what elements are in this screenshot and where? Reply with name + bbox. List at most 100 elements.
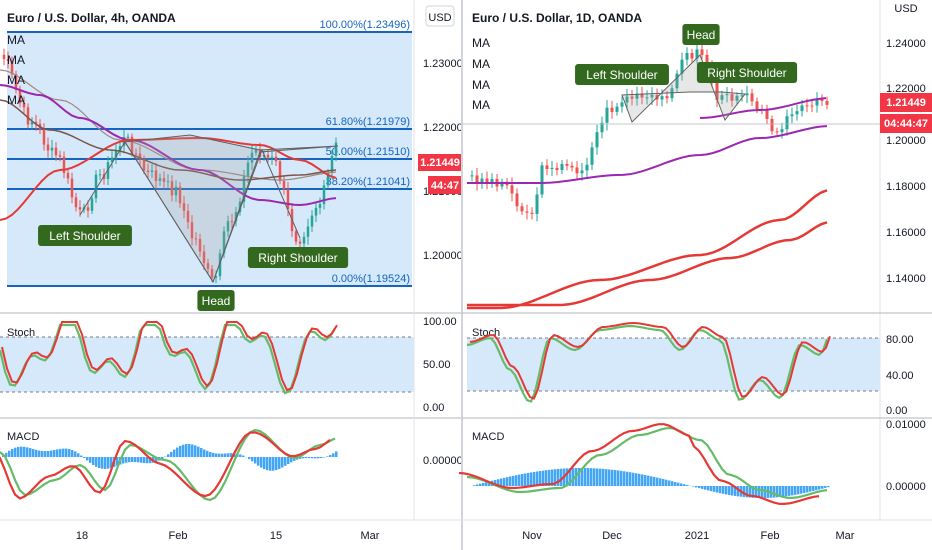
macd-bar	[647, 475, 650, 486]
candle-body	[246, 162, 250, 177]
macd-bar	[311, 457, 314, 459]
macd-bar	[710, 486, 713, 492]
candle-body	[750, 93, 754, 102]
candle-body	[218, 253, 222, 277]
ma-label[interactable]: MA	[7, 93, 25, 107]
candle-body	[785, 116, 789, 130]
price-tick: 1.24000	[886, 38, 926, 50]
macd-bar	[155, 457, 158, 462]
price-tick: 1.18000	[886, 181, 926, 193]
candle-body	[475, 175, 479, 184]
macd-bar	[704, 486, 707, 490]
ma-label[interactable]: MA	[7, 53, 25, 67]
stoch-tick: 40.00	[886, 370, 914, 382]
candle-body	[600, 122, 604, 133]
candle-body	[755, 101, 759, 110]
currency-button[interactable]	[425, 5, 455, 27]
macd-title[interactable]: MACD	[7, 431, 39, 443]
macd-bar	[5, 452, 8, 457]
candle-body	[800, 105, 804, 112]
candle-body	[6, 59, 10, 62]
stoch-tick: 0.00	[886, 405, 907, 417]
macd-bar	[782, 486, 785, 497]
macd-bar	[533, 471, 536, 486]
macd-bar	[818, 486, 821, 490]
ma-label[interactable]: MA	[7, 73, 25, 87]
candle-body	[94, 174, 98, 199]
macd-bar	[758, 486, 761, 498]
macd-bar	[671, 481, 674, 486]
macd-bar	[521, 474, 524, 486]
macd-bar	[275, 457, 278, 471]
ma-label[interactable]: MA	[472, 78, 490, 92]
macd-bar	[251, 457, 254, 462]
macd-bar	[551, 469, 554, 486]
head-shoulders-pattern: Left Shoulder Head Right Shoulder	[38, 134, 349, 311]
currency-label[interactable]: USD	[894, 3, 917, 15]
macd-bar	[806, 486, 809, 493]
stoch-tick: 0.00	[423, 402, 444, 414]
macd-bar	[581, 468, 584, 486]
candle-body	[745, 93, 749, 96]
macd-tick: 0.00000	[423, 455, 463, 467]
macd-bar	[134, 457, 137, 463]
candle-body	[705, 54, 709, 67]
macd-bar	[35, 449, 38, 457]
candle-body	[635, 93, 639, 99]
macd-bar	[653, 476, 656, 486]
macd-bar	[212, 452, 215, 457]
candle-body	[322, 185, 326, 205]
stoch-d-line	[466, 324, 829, 403]
ma-label[interactable]: MA	[472, 57, 490, 71]
macd-bar	[755, 486, 758, 498]
macd-bar	[8, 450, 11, 457]
candle-body	[810, 105, 814, 107]
fib-label: 50.00%(1.21510)	[326, 146, 410, 158]
candle-body	[18, 89, 22, 104]
macd-bar	[515, 475, 518, 486]
macd-bar	[566, 468, 569, 486]
left-shoulder-label: Left Shoulder	[586, 68, 657, 82]
ma-label[interactable]: MA	[472, 36, 490, 50]
candle-body	[198, 238, 202, 252]
macd-bar	[47, 450, 50, 457]
candle-body	[178, 186, 182, 204]
macd-bar	[668, 480, 671, 486]
macd-bar	[161, 457, 164, 459]
macd-bar	[131, 457, 134, 462]
macd-bar	[764, 486, 767, 498]
fib-label: 0.00%(1.19524)	[332, 273, 410, 285]
macd-bar	[50, 450, 53, 457]
candle-body	[740, 95, 744, 97]
macd-bar	[506, 477, 509, 486]
candle-body	[186, 210, 190, 223]
macd-bar	[482, 482, 485, 486]
price-tick: 1.20000	[886, 135, 926, 147]
candle-body	[110, 157, 114, 163]
candle-body	[690, 52, 694, 59]
macd-bar	[650, 476, 653, 486]
macd-bar	[623, 471, 626, 486]
macd-bar	[38, 450, 41, 457]
candle-body	[150, 170, 154, 172]
macd-bar	[146, 457, 149, 464]
macd-bar	[62, 448, 65, 457]
macd-bar	[605, 469, 608, 486]
ma-label[interactable]: MA	[472, 98, 490, 112]
macd-bar	[98, 457, 101, 468]
macd-bar	[227, 453, 230, 457]
macd-bar	[815, 486, 818, 491]
ma-label[interactable]: MA	[7, 33, 25, 47]
macd-title[interactable]: MACD	[472, 431, 504, 443]
macd-bar	[713, 486, 716, 492]
candle-body	[58, 155, 62, 157]
macd-bar	[248, 457, 251, 460]
time-axis: 18 Feb 15 Mar	[76, 530, 380, 542]
candle-body	[166, 181, 170, 183]
price-tick: 1.16000	[886, 227, 926, 239]
macd-bar	[128, 457, 131, 463]
candle-body	[665, 96, 669, 99]
stoch-title[interactable]: Stoch	[7, 327, 35, 339]
macd-bar	[197, 446, 200, 457]
countdown-badge-text: 44:47	[431, 180, 459, 192]
